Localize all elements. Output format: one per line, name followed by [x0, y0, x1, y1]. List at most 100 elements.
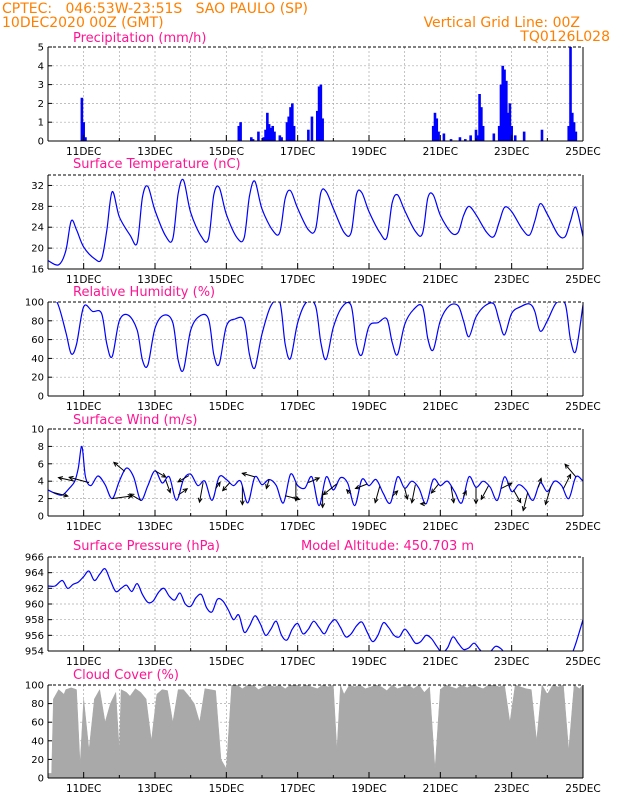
wind-arrow-head: [63, 492, 69, 498]
precipitation-bar: [271, 125, 274, 141]
wind-arrow-head: [322, 490, 328, 496]
wind-arrow-head: [373, 498, 379, 504]
precipitation-bar: [503, 69, 506, 141]
precipitation-bar: [458, 137, 462, 141]
precipitation-bar: [273, 131, 276, 141]
wind-arrow: [113, 462, 126, 472]
precipitation-bar: [569, 47, 572, 141]
precipitation-bar: [310, 116, 314, 141]
wind-arrow-head: [265, 483, 270, 490]
precipitation-bar: [513, 135, 517, 141]
wind-arrow-head: [320, 503, 326, 509]
wind-arrow-head: [345, 489, 352, 495]
panels: 0 1 2 3 4 5 11DEC 13DEC 15DEC 17DEC 19DEC 21DEC 23DE…: [25, 31, 601, 795]
wind-arrow-head: [404, 494, 409, 501]
wind-xtick-label: 11DEC: [66, 521, 101, 533]
precipitation-bar: [289, 107, 292, 141]
pressure-ytick-label: 964: [25, 568, 44, 579]
precipitation-bar: [237, 125, 241, 141]
precipitation-bar: [82, 122, 85, 141]
wind-plot-area: [48, 445, 583, 507]
wind-arrow: [177, 488, 188, 496]
precipitation-ytick-label: 2: [38, 99, 44, 110]
wind-arrow-head: [293, 496, 299, 502]
pressure-xtick-label: 21DEC: [423, 656, 458, 668]
precipitation-bar: [497, 125, 501, 141]
precipitation-bar: [442, 133, 446, 141]
wind-arrow-head: [566, 473, 572, 479]
precipitation-bar: [476, 135, 480, 141]
pressure-ytick-label: 960: [25, 600, 44, 611]
wind-arrow-head: [215, 481, 221, 487]
precipitation-bar: [478, 94, 481, 141]
header-location: CPTEC: 046:53W-23:51S SAO PAULO (SP): [2, 1, 308, 17]
wind-arrow-head: [480, 494, 486, 501]
precipitation-bar: [510, 125, 513, 141]
humidity-plot-area: [48, 302, 583, 373]
humidity-ytick-label: 40: [31, 354, 44, 365]
precipitation-bar: [567, 125, 571, 141]
cloud-cover-ytick-label: 0: [38, 774, 44, 785]
precipitation-bar: [437, 131, 440, 141]
precipitation-xtick-label: 13DEC: [137, 146, 172, 158]
precipitation-bar: [280, 137, 283, 141]
precipitation-title: Precipitation (mm/h): [73, 31, 206, 46]
cloud-cover-ytick-label: 20: [31, 755, 44, 766]
temperature-ytick-label: 32: [31, 181, 44, 192]
wind-arrow-head: [197, 497, 203, 504]
cloud-cover-xtick-label: 21DEC: [423, 783, 458, 795]
temperature-plot-area: [48, 178, 583, 266]
precipitation-xtick-label: 19DEC: [351, 146, 386, 158]
wind-arrow-head: [128, 493, 135, 499]
wind-arrow: [265, 479, 270, 489]
wind-arrow-head: [410, 498, 415, 504]
humidity-xtick-label: 19DEC: [351, 401, 386, 413]
wind-arrow: [562, 474, 572, 490]
temperature-xtick-label: 19DEC: [351, 274, 386, 286]
precipitation-ytick-label: 5: [38, 43, 44, 54]
precipitation-bar: [499, 84, 503, 141]
precipitation-bar: [257, 131, 260, 141]
cloud-cover-ytick-label: 100: [25, 681, 44, 692]
precipitation-bar: [464, 139, 467, 141]
wind-arrow-head: [393, 490, 399, 496]
wind-arrow: [500, 482, 512, 490]
pressure-title: Surface Pressure (hPa): [73, 539, 220, 554]
precipitation-bar: [291, 103, 294, 141]
wind-ytick-label: 4: [38, 477, 44, 488]
humidity-ytick-label: 60: [31, 335, 44, 346]
temperature-xtick-label: 11DEC: [66, 274, 101, 286]
humidity-title: Relative Humidity (%): [73, 285, 215, 300]
precipitation-bar: [505, 80, 508, 141]
humidity-ytick-label: 100: [25, 298, 44, 309]
wind-arrow: [411, 484, 416, 503]
pressure-xtick-label: 13DEC: [137, 656, 172, 668]
humidity-xtick-label: 15DEC: [209, 401, 244, 413]
wind-xtick-label: 23DEC: [494, 521, 529, 533]
wind-arrow-head: [113, 461, 119, 467]
temperature-xtick-label: 13DEC: [137, 274, 172, 286]
precipitation-bar: [449, 139, 453, 141]
cloud-cover-xtick-label: 15DEC: [209, 783, 244, 795]
humidity-xtick-label: 25DEC: [565, 401, 600, 413]
wind-arrow: [177, 475, 190, 483]
temperature-title: Surface Temperature (nC): [73, 157, 241, 172]
cloud-cover-title: Cloud Cover (%): [73, 668, 179, 683]
temperature-panel: 16 20 24 28 32 11DEC 13DEC 15DEC 17DEC 19DEC 21DEC…: [31, 157, 600, 286]
cloud-cover-xtick-label: 13DEC: [137, 783, 172, 795]
temperature-xtick-label: 15DEC: [209, 274, 244, 286]
wind-arrow-head: [419, 501, 425, 507]
pressure-ytick-label: 954: [25, 647, 44, 658]
precipitation-bar: [278, 135, 282, 141]
precipitation-bar: [492, 133, 496, 141]
precipitation-bar: [574, 131, 578, 141]
pressure-plot-area: [48, 568, 583, 651]
temperature-xtick-label: 17DEC: [280, 274, 315, 286]
wind-arrow-head: [564, 463, 570, 469]
precipitation-bar: [321, 118, 324, 141]
wind-arrow-head: [450, 498, 456, 504]
precipitation-bar: [250, 137, 253, 141]
humidity-ytick-label: 80: [31, 316, 44, 327]
wind-arrow: [374, 486, 381, 503]
wind-arrow: [323, 483, 338, 496]
